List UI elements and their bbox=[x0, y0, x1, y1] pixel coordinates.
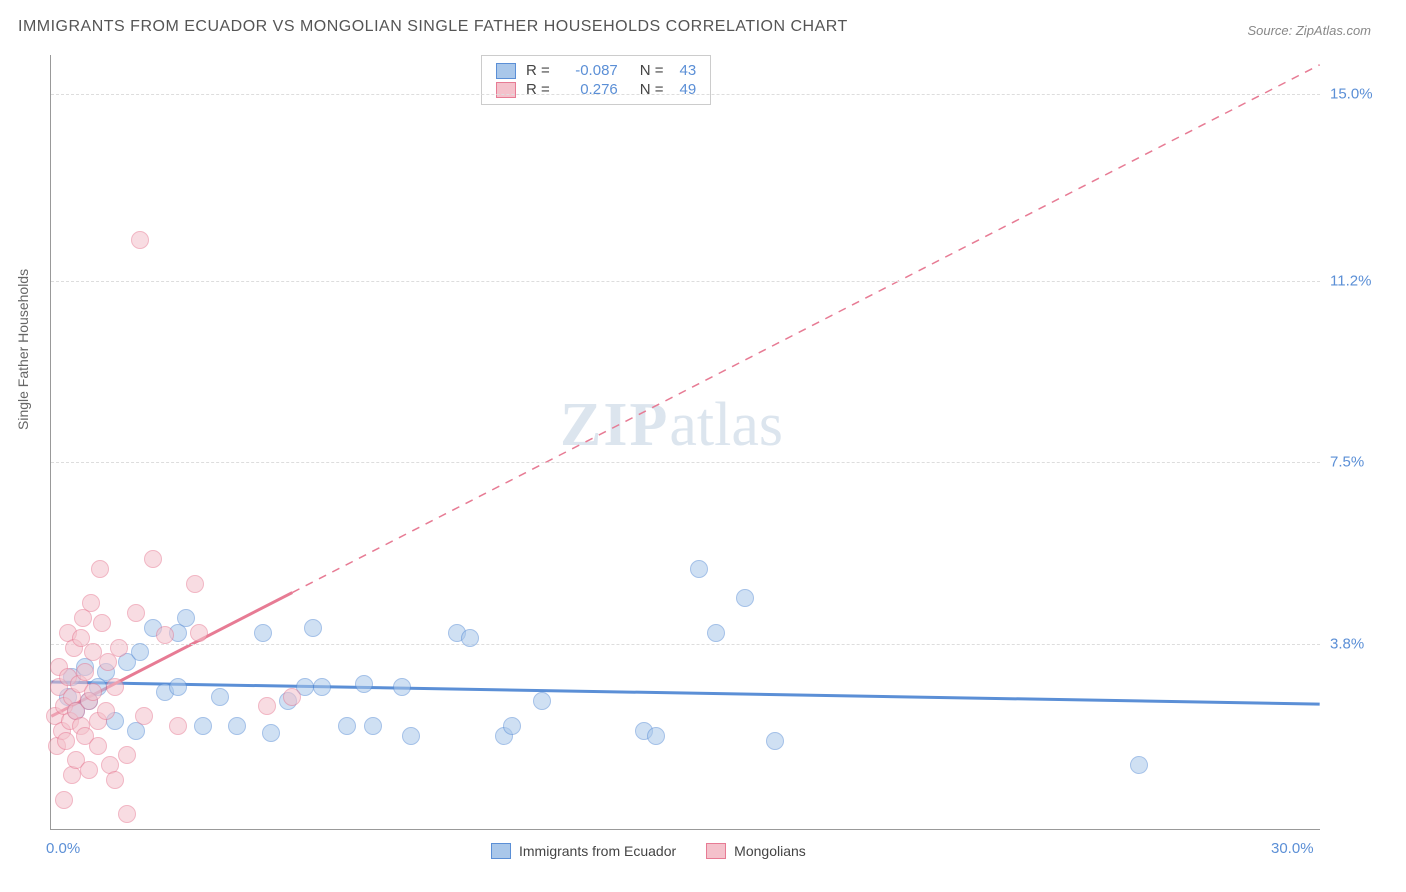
gridline bbox=[51, 94, 1320, 95]
trend-lines bbox=[51, 55, 1320, 829]
legend-r-value: -0.087 bbox=[560, 62, 618, 79]
scatter-point bbox=[533, 692, 551, 710]
scatter-point bbox=[190, 624, 208, 642]
legend-item: Mongolians bbox=[706, 843, 806, 859]
scatter-point bbox=[106, 678, 124, 696]
scatter-point bbox=[156, 626, 174, 644]
y-tick-label: 11.2% bbox=[1330, 272, 1390, 289]
gridline bbox=[51, 644, 1320, 645]
scatter-point bbox=[262, 724, 280, 742]
scatter-point bbox=[283, 688, 301, 706]
scatter-point bbox=[690, 560, 708, 578]
gridline bbox=[51, 281, 1320, 282]
legend-swatch bbox=[496, 63, 516, 79]
legend-n-value: 49 bbox=[680, 81, 697, 98]
scatter-point bbox=[84, 683, 102, 701]
scatter-point bbox=[186, 575, 204, 593]
scatter-point bbox=[57, 732, 75, 750]
scatter-point bbox=[364, 717, 382, 735]
series-legend: Immigrants from Ecuador Mongolians bbox=[491, 843, 806, 859]
scatter-point bbox=[254, 624, 272, 642]
legend-swatch bbox=[706, 843, 726, 859]
scatter-plot-area: R = -0.087 N = 43 R = 0.276 N = 49 Immig… bbox=[50, 55, 1320, 830]
legend-row: R = 0.276 N = 49 bbox=[496, 81, 696, 98]
scatter-point bbox=[647, 727, 665, 745]
scatter-point bbox=[228, 717, 246, 735]
legend-label: Immigrants from Ecuador bbox=[519, 843, 676, 859]
scatter-point bbox=[118, 746, 136, 764]
x-tick-label: 30.0% bbox=[1271, 840, 1314, 857]
scatter-point bbox=[144, 550, 162, 568]
scatter-point bbox=[304, 619, 322, 637]
scatter-point bbox=[131, 643, 149, 661]
scatter-point bbox=[211, 688, 229, 706]
scatter-point bbox=[355, 675, 373, 693]
scatter-point bbox=[97, 702, 115, 720]
scatter-point bbox=[402, 727, 420, 745]
legend-r-label: R = bbox=[526, 62, 550, 79]
scatter-point bbox=[707, 624, 725, 642]
legend-r-value: 0.276 bbox=[560, 81, 618, 98]
y-tick-label: 3.8% bbox=[1330, 635, 1390, 652]
chart-title: IMMIGRANTS FROM ECUADOR VS MONGOLIAN SIN… bbox=[18, 18, 848, 36]
scatter-point bbox=[258, 697, 276, 715]
scatter-point bbox=[110, 639, 128, 657]
scatter-point bbox=[169, 717, 187, 735]
scatter-point bbox=[131, 231, 149, 249]
scatter-point bbox=[72, 629, 90, 647]
legend-n-label: N = bbox=[640, 81, 664, 98]
scatter-point bbox=[177, 609, 195, 627]
legend-n-label: N = bbox=[640, 62, 664, 79]
scatter-point bbox=[1130, 756, 1148, 774]
scatter-point bbox=[76, 663, 94, 681]
scatter-point bbox=[461, 629, 479, 647]
y-tick-label: 15.0% bbox=[1330, 86, 1390, 103]
scatter-point bbox=[118, 805, 136, 823]
scatter-point bbox=[135, 707, 153, 725]
scatter-point bbox=[99, 653, 117, 671]
y-axis-label: Single Father Households bbox=[15, 269, 31, 430]
scatter-point bbox=[393, 678, 411, 696]
scatter-point bbox=[313, 678, 331, 696]
scatter-point bbox=[736, 589, 754, 607]
source-attribution: Source: ZipAtlas.com bbox=[1247, 23, 1371, 38]
legend-n-value: 43 bbox=[680, 62, 697, 79]
scatter-point bbox=[93, 614, 111, 632]
scatter-point bbox=[55, 791, 73, 809]
scatter-point bbox=[503, 717, 521, 735]
scatter-point bbox=[89, 737, 107, 755]
scatter-point bbox=[91, 560, 109, 578]
legend-swatch bbox=[491, 843, 511, 859]
gridline bbox=[51, 462, 1320, 463]
legend-r-label: R = bbox=[526, 81, 550, 98]
legend-item: Immigrants from Ecuador bbox=[491, 843, 676, 859]
scatter-point bbox=[338, 717, 356, 735]
scatter-point bbox=[106, 771, 124, 789]
y-tick-label: 7.5% bbox=[1330, 454, 1390, 471]
legend-row: R = -0.087 N = 43 bbox=[496, 62, 696, 79]
scatter-point bbox=[169, 678, 187, 696]
legend-label: Mongolians bbox=[734, 843, 806, 859]
scatter-point bbox=[80, 761, 98, 779]
x-tick-label: 0.0% bbox=[46, 840, 80, 857]
correlation-legend: R = -0.087 N = 43 R = 0.276 N = 49 bbox=[481, 55, 711, 105]
scatter-point bbox=[766, 732, 784, 750]
scatter-point bbox=[82, 594, 100, 612]
scatter-point bbox=[194, 717, 212, 735]
scatter-point bbox=[127, 604, 145, 622]
